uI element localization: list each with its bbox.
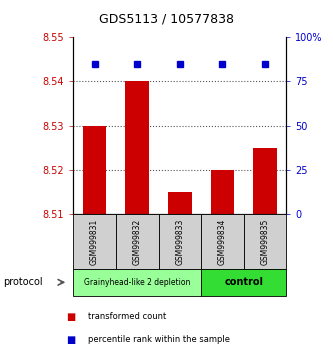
Text: protocol: protocol xyxy=(3,277,43,287)
Bar xyxy=(83,126,106,214)
Bar xyxy=(253,148,277,214)
Text: GSM999835: GSM999835 xyxy=(260,218,270,265)
Bar xyxy=(211,170,234,214)
Bar xyxy=(168,192,191,214)
Text: GDS5113 / 10577838: GDS5113 / 10577838 xyxy=(99,12,234,25)
Bar xyxy=(126,81,149,214)
Text: percentile rank within the sample: percentile rank within the sample xyxy=(88,335,230,344)
Text: Grainyhead-like 2 depletion: Grainyhead-like 2 depletion xyxy=(84,278,190,287)
Text: ■: ■ xyxy=(67,312,76,322)
Text: ■: ■ xyxy=(67,335,76,345)
Text: control: control xyxy=(224,277,263,287)
Text: GSM999832: GSM999832 xyxy=(133,218,142,265)
Text: GSM999833: GSM999833 xyxy=(175,218,184,265)
Text: transformed count: transformed count xyxy=(88,312,166,321)
Text: GSM999834: GSM999834 xyxy=(218,218,227,265)
Text: GSM999831: GSM999831 xyxy=(90,218,99,265)
